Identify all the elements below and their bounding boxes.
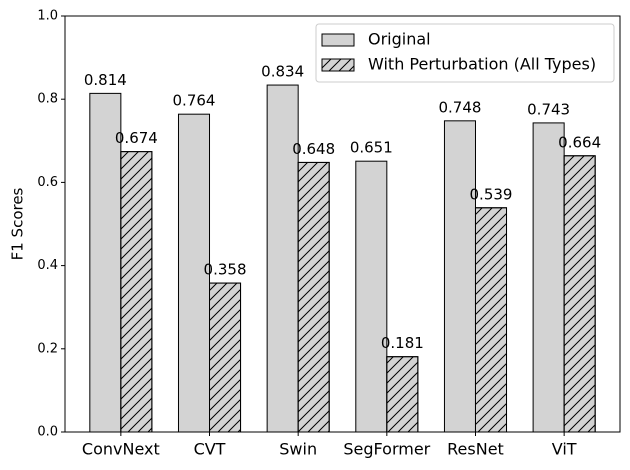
legend-label: Original [368,30,431,49]
value-label: 0.674 [115,129,158,147]
y-tick-label: 0.6 [37,175,58,190]
value-label: 0.651 [350,139,393,157]
bar-hatch [120,151,153,433]
bar [443,120,476,433]
y-tick-label: 0.0 [37,425,58,440]
legend-swatch [321,33,355,47]
bar-hatch [386,356,419,433]
x-tick-label: ResNet [447,440,504,459]
y-tick-label: 0.4 [37,258,58,273]
bar [266,84,299,433]
x-tick-label: CVT [194,440,226,459]
legend-swatch-hatch [321,58,355,72]
bar [532,122,565,433]
value-label: 0.358 [204,261,247,279]
value-label: 0.664 [558,133,601,151]
bar-hatch [474,207,508,433]
bar [355,160,388,433]
bar-hatch [297,161,330,433]
value-label: 0.764 [173,92,216,110]
value-label: 0.743 [527,100,570,118]
bar [177,113,211,433]
value-label: 0.539 [470,185,513,203]
x-tick-label: ViT [552,440,577,459]
x-tick-label: ConvNext [82,440,160,459]
bar-hatch [563,155,596,433]
value-label: 0.834 [261,63,304,81]
value-label: 0.814 [84,71,127,89]
value-label: 0.648 [292,140,335,158]
x-tick-label: Swin [279,440,317,459]
x-tick-label: SegFormer [343,440,430,459]
legend-label: With Perturbation (All Types) [368,55,596,74]
bar-hatch [209,282,242,433]
y-tick-label: 1.0 [37,9,58,24]
y-tick-label: 0.8 [37,92,58,107]
plot-frame [64,15,621,433]
y-tick-label: 0.2 [37,341,58,356]
legend-box [315,23,615,83]
value-label: 0.181 [381,334,424,352]
value-label: 0.748 [438,98,481,116]
y-axis-label: F1 Scores [9,187,27,260]
